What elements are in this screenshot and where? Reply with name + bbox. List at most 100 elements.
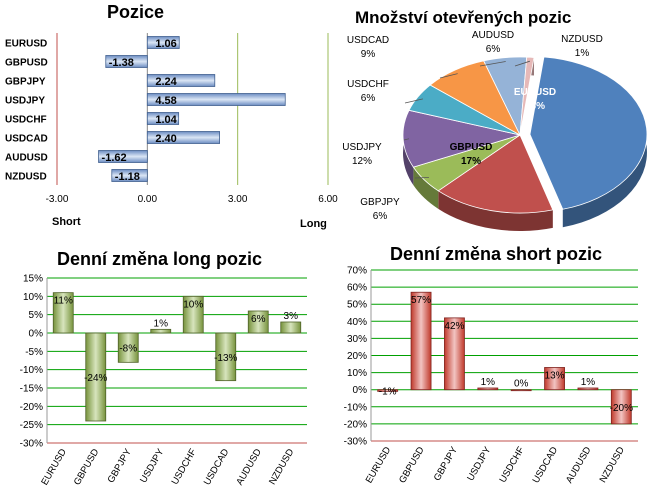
data-label: -8% xyxy=(119,344,137,355)
bar xyxy=(146,112,180,125)
category-label: USDCAD xyxy=(531,445,561,485)
bar xyxy=(98,150,148,163)
short-change-chart: 70% 60% 50% 40% 30% 20% 10% 0% -10% -20% -30% -1% EU… xyxy=(344,266,638,485)
data-label: 6% xyxy=(251,314,266,325)
data-label: 57% xyxy=(411,295,431,306)
pie-chart-panel: Množství otevřených pozic EURUSD 44% GBPUS… xyxy=(340,0,649,240)
bar xyxy=(85,332,107,422)
long-change-panel: Denní změna long pozic 15% 10% 5% 0% -5% -10%… xyxy=(0,240,330,493)
positions-chart: EURUSD 1.06 GBPUSD -1.38 GBPJPY 2.24 USDJPY 4.5… xyxy=(5,33,338,230)
bar xyxy=(377,389,399,392)
data-label: -20% xyxy=(610,403,633,414)
pie-slice xyxy=(437,134,554,214)
category-label: EURUSD xyxy=(5,39,47,50)
pie-label: GBPJPY xyxy=(360,197,400,208)
data-label: 3% xyxy=(284,311,299,322)
data-label: 1% xyxy=(154,318,169,329)
bar xyxy=(610,389,632,425)
data-label: 11% xyxy=(54,296,73,307)
category-label: NZDUSD xyxy=(5,172,47,183)
y-tick-label: 10% xyxy=(347,368,367,379)
y-tick-label: 0% xyxy=(29,329,44,340)
category-label: AUDUSD xyxy=(5,153,48,164)
leader-line xyxy=(404,98,424,104)
pie-label: GBPUSD xyxy=(450,142,493,153)
data-label: 4.58 xyxy=(155,95,176,107)
data-label: 1% xyxy=(481,377,496,388)
pie-label: 17% xyxy=(461,156,481,167)
y-tick-label: 20% xyxy=(347,351,367,362)
pie-label: 6% xyxy=(486,44,501,55)
y-tick-label: -15% xyxy=(20,384,43,395)
leader-line xyxy=(479,61,506,67)
data-label: 1.04 xyxy=(155,114,177,126)
pie-label: 6% xyxy=(373,211,388,222)
pie-chart-title: Množství otevřených pozic xyxy=(355,8,572,27)
short-change-panel: Denní změna short pozic 70% 60% 50% 40% 30% 2… xyxy=(330,240,649,493)
category-label: USDCHF xyxy=(497,445,526,485)
bar xyxy=(182,295,204,334)
bar xyxy=(146,93,286,106)
pie-label: USDCHF xyxy=(347,79,389,90)
category-label: USDJPY xyxy=(5,96,45,107)
category-label: GBPJPY xyxy=(5,77,46,88)
category-label: GBPJPY xyxy=(106,446,135,485)
y-tick-label: 40% xyxy=(347,317,367,328)
category-label: USDCHF xyxy=(170,447,199,487)
category-label: NZDUSD xyxy=(267,447,296,487)
pie-label: 9% xyxy=(361,49,376,60)
short-axis-label: Short xyxy=(52,216,81,228)
bar xyxy=(247,310,269,334)
data-label: -1.18 xyxy=(115,171,140,183)
long-change-chart: 15% 10% 5% 0% -5% -10% -15% -20% -25% -30% 11% EURU… xyxy=(20,274,307,487)
bar xyxy=(577,387,599,391)
pie-label: EURUSD xyxy=(514,87,556,98)
short-change-title: Denní změna short pozic xyxy=(390,244,603,264)
pie-label: 6% xyxy=(361,93,376,104)
bar xyxy=(150,328,172,334)
y-tick-label: -10% xyxy=(20,365,43,376)
y-tick-label: -30% xyxy=(20,439,43,450)
pie-chart: EURUSD 44% GBPUSD 17% GBPJPY 6% USDJPY 12% USDCH… xyxy=(342,30,648,231)
bar xyxy=(280,321,302,334)
bar xyxy=(111,169,148,182)
x-tick-label: -3.00 xyxy=(46,194,69,205)
data-label: 1% xyxy=(581,377,596,388)
pie-slice xyxy=(519,56,535,136)
leader-line xyxy=(514,60,530,67)
long-change-title: Denní změna long pozic xyxy=(57,249,263,269)
bar xyxy=(410,291,432,391)
data-label: -13% xyxy=(214,353,237,364)
category-label: USDJPY xyxy=(465,444,494,483)
leader-line xyxy=(439,73,458,79)
category-label: GBPUSD xyxy=(5,58,48,69)
leader-line xyxy=(403,138,410,141)
y-tick-label: 60% xyxy=(347,283,367,294)
data-label: -1.62 xyxy=(102,152,127,164)
y-tick-label: 5% xyxy=(29,310,44,321)
data-label: 13% xyxy=(545,370,565,381)
pie-label: AUDUSD xyxy=(472,30,514,41)
data-label: 2.40 xyxy=(155,133,176,145)
bar xyxy=(477,387,499,391)
data-label: 2.24 xyxy=(155,76,177,88)
bar xyxy=(544,367,565,391)
pie-slice-side xyxy=(438,190,553,231)
category-label: AUDUSD xyxy=(234,447,264,487)
pie-label: USDJPY xyxy=(342,142,382,153)
y-tick-label: 70% xyxy=(347,266,367,277)
y-tick-label: 30% xyxy=(347,334,367,345)
data-label: -1% xyxy=(379,387,397,398)
positions-chart-title: Pozice xyxy=(107,2,165,22)
bar xyxy=(52,292,74,334)
data-label: 1.06 xyxy=(155,38,176,50)
x-tick-label: 3.00 xyxy=(228,194,248,205)
category-label: AUDUSD xyxy=(564,445,594,485)
y-tick-label: 50% xyxy=(347,300,367,311)
category-label: EURUSD xyxy=(39,447,69,487)
pie-slice xyxy=(402,109,522,168)
bar xyxy=(146,36,180,49)
y-tick-label: -10% xyxy=(344,402,367,413)
y-tick-label: 15% xyxy=(23,274,43,285)
bar xyxy=(105,55,148,68)
